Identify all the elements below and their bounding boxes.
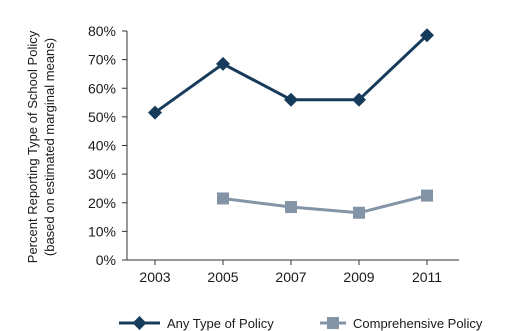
x-tick-label: 2007 [275, 269, 306, 285]
legend-label: Comprehensive Policy [353, 316, 483, 331]
y-tick-label: 80% [88, 23, 116, 39]
y-tick-label: 40% [88, 138, 116, 154]
data-point [284, 92, 298, 107]
y-axis-ticks: 0% 10% 20% 30% 40% 50% 60% 70% 80% [88, 23, 127, 268]
y-tick-label: 70% [88, 52, 116, 68]
data-point [352, 92, 366, 107]
data-point [148, 105, 162, 120]
series-layer [148, 28, 434, 219]
series-comprehensive-policy [217, 189, 433, 219]
data-point [420, 28, 434, 43]
legend-marker [132, 316, 147, 330]
y-axis-title-line-1: Percent Reporting Type of School Policy [25, 30, 40, 263]
legend-item-comprehensive-policy: Comprehensive Policy [320, 316, 483, 331]
x-tick-label: 2005 [207, 269, 238, 285]
y-tick-label: 60% [88, 80, 116, 96]
legend-item-any-type-of-policy: Any Type of Policy [119, 316, 274, 331]
x-tick-label: 2003 [139, 269, 170, 285]
data-point [353, 206, 365, 219]
data-point [285, 201, 297, 214]
x-tick-label: 2009 [343, 269, 374, 285]
series-any-type-of-policy [148, 28, 434, 120]
y-tick-label: 20% [88, 195, 116, 211]
legend-label: Any Type of Policy [167, 316, 274, 331]
y-tick-label: 10% [88, 223, 116, 239]
axes [126, 31, 459, 261]
data-point [216, 56, 230, 71]
x-tick-label: 2011 [412, 269, 442, 285]
data-point [421, 189, 433, 202]
y-axis-title-line-2: (based on estimated marginal means) [42, 38, 57, 256]
x-axis-ticks: 2003 2005 2007 2009 2011 [139, 260, 442, 285]
y-tick-label: 50% [88, 109, 116, 125]
data-point [217, 192, 229, 205]
y-tick-label: 30% [88, 166, 116, 182]
y-axis-title: Percent Reporting Type of School Policy … [25, 30, 57, 263]
legend: Any Type of Policy Comprehensive Policy [119, 316, 483, 331]
legend-marker [327, 317, 339, 329]
y-tick-label: 0% [96, 252, 116, 268]
series-line [222, 194, 428, 215]
